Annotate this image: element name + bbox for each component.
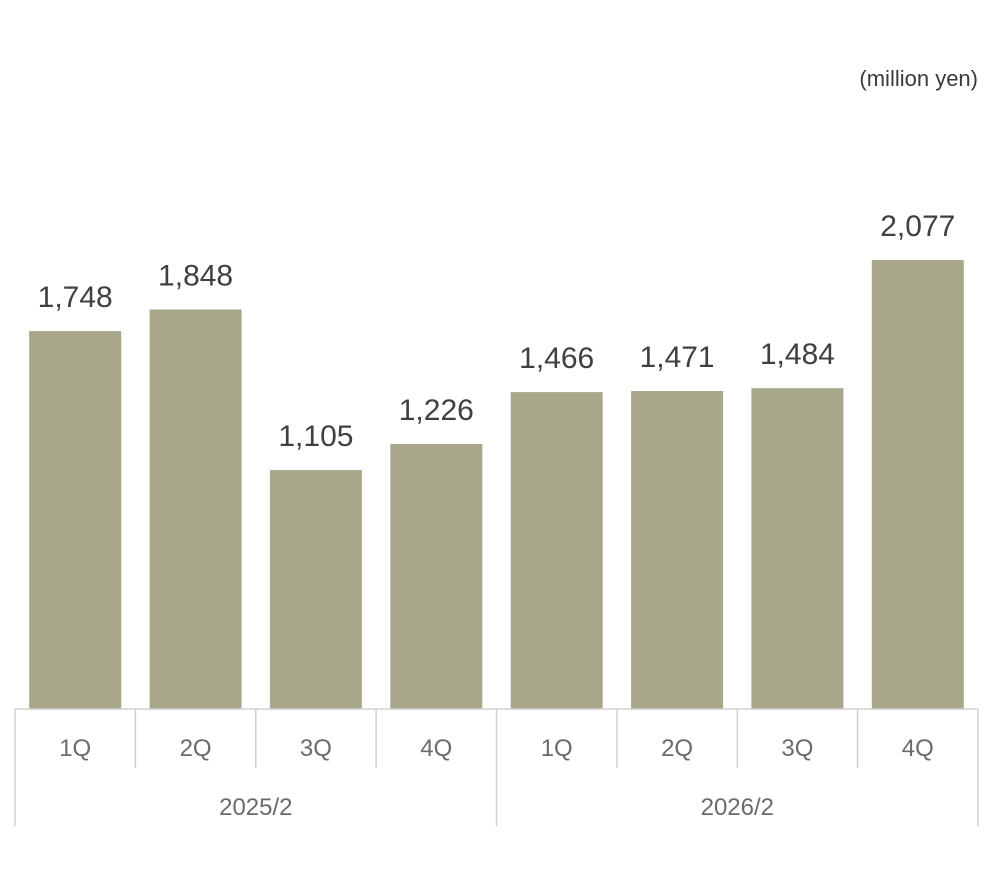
x-tick-label-8: 4Q: [902, 735, 934, 762]
data-label-8: 2,077: [880, 210, 955, 243]
group-label-1: 2025/2: [219, 794, 292, 821]
data-label-2: 1,848: [158, 260, 233, 293]
data-labels-group: 1,748 1,848 1,105 1,226 1,466 1,471 1,484 2,077: [38, 210, 956, 453]
bar-3: [269, 470, 362, 709]
bar-5: [510, 392, 603, 709]
x-tick-label-4: 4Q: [420, 735, 452, 762]
category-axis: 1Q 2Q 3Q 4Q 1Q 2Q 3Q 4Q 2025/2 2026/2: [14, 708, 979, 826]
bar-8: [871, 260, 964, 709]
bar-4: [390, 444, 483, 709]
bar-2: [149, 309, 242, 709]
bar-1: [29, 331, 122, 709]
bars-group: [29, 260, 964, 709]
x-tick-label-7: 3Q: [781, 735, 813, 762]
unit-label: (million yen): [859, 66, 978, 91]
data-label-1: 1,748: [38, 281, 113, 314]
x-tick-label-3: 3Q: [300, 735, 332, 762]
bar-7: [751, 388, 844, 709]
x-tick-label-1: 1Q: [59, 735, 91, 762]
x-tick-label-2: 2Q: [180, 735, 212, 762]
bar-6: [631, 391, 724, 709]
data-label-6: 1,471: [640, 341, 715, 374]
x-tick-label-5: 1Q: [541, 735, 573, 762]
data-label-5: 1,466: [519, 342, 594, 375]
group-label-2: 2026/2: [701, 794, 774, 821]
data-label-3: 1,105: [278, 420, 353, 453]
data-label-7: 1,484: [760, 338, 835, 371]
x-tick-label-6: 2Q: [661, 735, 693, 762]
data-label-4: 1,226: [399, 394, 474, 427]
